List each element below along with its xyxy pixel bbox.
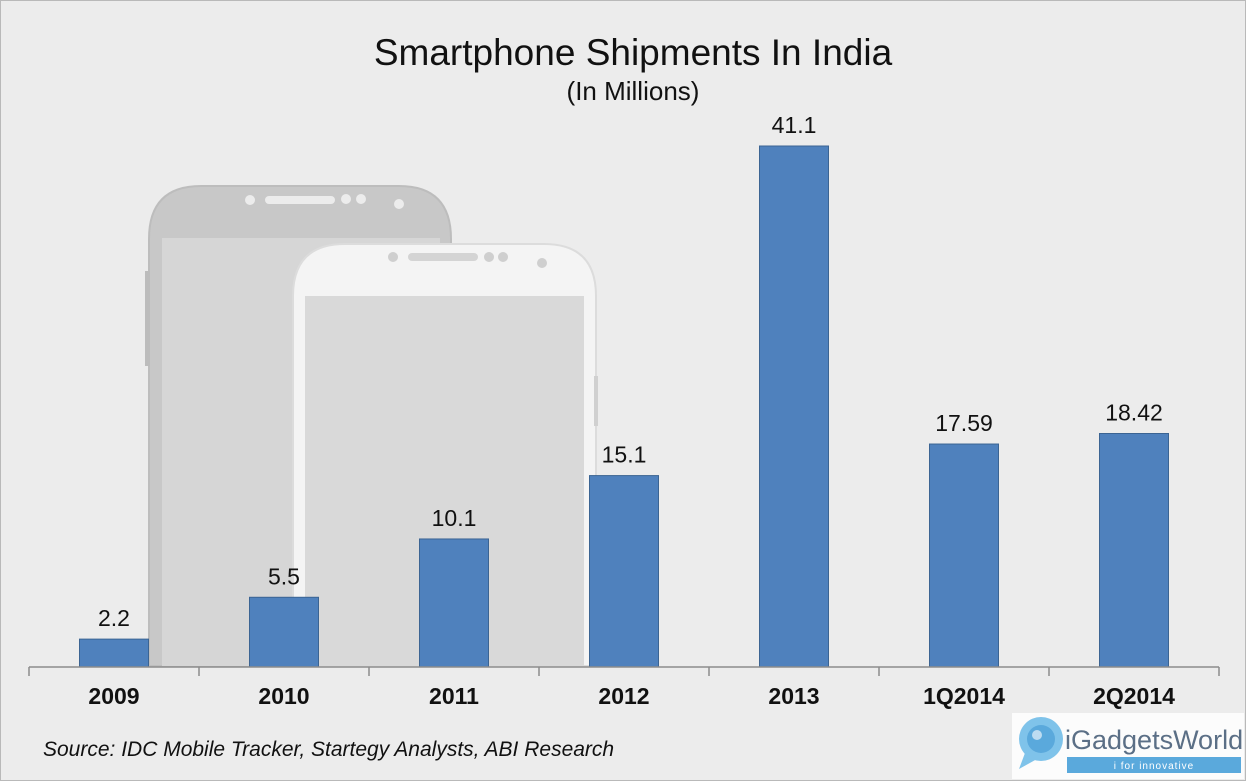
x-tick-label-2011: 2011 (429, 683, 479, 709)
x-axis (28, 666, 1220, 676)
x-tick-label-2013: 2013 (768, 683, 819, 709)
x-tick-label-1Q2014: 1Q2014 (923, 683, 1005, 709)
x-tick-label-2009: 2009 (88, 683, 139, 709)
value-label-2011: 10.1 (432, 505, 477, 531)
value-label-2013: 41.1 (772, 112, 817, 138)
x-tick-labels: 2009 2010 2011 2012 2013 1Q2014 2Q2014 (88, 683, 1175, 709)
x-tick-label-2012: 2012 (598, 683, 649, 709)
bar-2011 (419, 538, 489, 668)
logo-tagline: i for innovative (1114, 761, 1194, 772)
value-labels-layer: 2.2 5.5 10.1 15.1 41.1 17.59 18.42 (98, 112, 1163, 631)
bar-2009 (79, 638, 149, 668)
bar-2010 (249, 596, 319, 668)
value-label-2010: 5.5 (268, 563, 300, 589)
bars-layer (79, 145, 1169, 668)
chart-title: Smartphone Shipments In India (374, 32, 893, 73)
chart-subtitle: (In Millions) (567, 76, 700, 106)
chat-bubble-icon (1019, 717, 1063, 769)
x-tick-label-2010: 2010 (258, 683, 309, 709)
bar-2Q2014 (1099, 433, 1169, 668)
source-note: Source: IDC Mobile Tracker, Startegy Ana… (43, 738, 614, 761)
logo-wordmark: iGadgetsWorld (1065, 725, 1243, 755)
value-label-1Q2014: 17.59 (935, 410, 993, 436)
value-label-2Q2014: 18.42 (1105, 400, 1163, 426)
phone-illustration (145, 185, 598, 667)
bar-2013 (759, 145, 829, 668)
bar-1Q2014 (929, 443, 999, 668)
value-label-2012: 15.1 (602, 442, 647, 468)
value-label-2009: 2.2 (98, 605, 130, 631)
brand-logo: iGadgetsWorld i for innovative (1012, 713, 1244, 779)
bar-2012 (589, 475, 659, 668)
x-tick-label-2Q2014: 2Q2014 (1093, 683, 1175, 709)
